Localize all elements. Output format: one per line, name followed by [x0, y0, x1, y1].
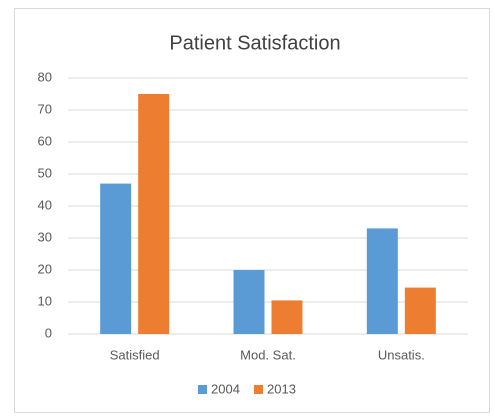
y-tick-label: 40 — [38, 197, 52, 212]
y-tick-label: 10 — [38, 293, 52, 308]
legend-swatch — [198, 385, 207, 394]
x-tick-label: Satisfied — [110, 347, 160, 362]
y-tick-label: 20 — [38, 261, 52, 276]
legend-swatch — [254, 385, 263, 394]
x-tick-label: Mod. Sat. — [240, 347, 296, 362]
x-tick-label: Unsatis. — [378, 347, 425, 362]
chart-frame — [14, 8, 490, 413]
y-tick-label: 70 — [38, 101, 52, 116]
legend-label: 2004 — [211, 381, 240, 396]
bar — [233, 270, 265, 334]
bar — [366, 228, 398, 334]
y-tick-label: 80 — [38, 69, 52, 84]
bar — [100, 183, 132, 334]
bar — [271, 300, 303, 334]
legend-label: 2013 — [267, 381, 296, 396]
y-tick-label: 60 — [38, 133, 52, 148]
chart-title: Patient Satisfaction — [169, 32, 340, 54]
bar — [404, 287, 436, 334]
y-tick-label: 50 — [38, 165, 52, 180]
y-tick-label: 30 — [38, 229, 52, 244]
bar — [138, 94, 170, 334]
y-tick-label: 0 — [45, 325, 52, 340]
